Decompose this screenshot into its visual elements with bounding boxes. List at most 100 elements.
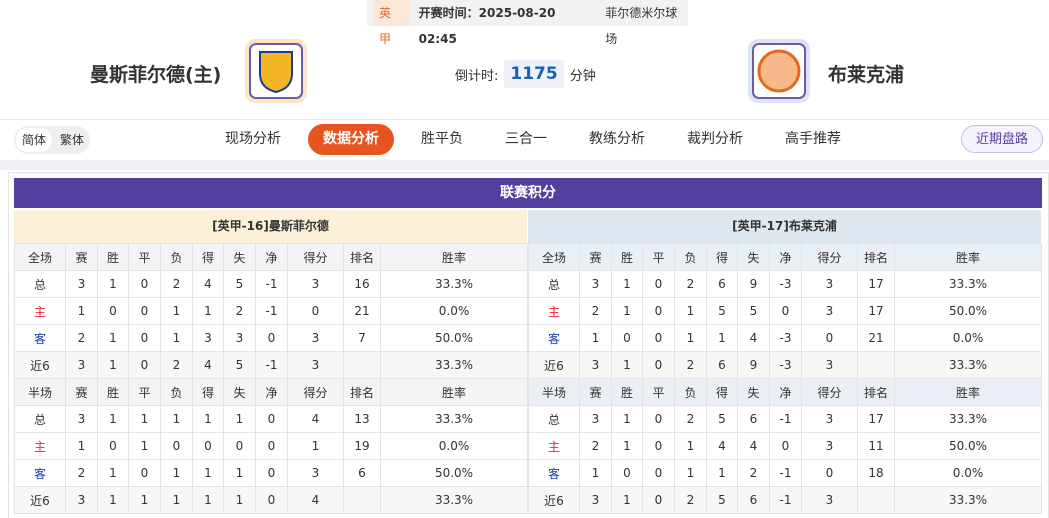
column-header: 负 [674, 243, 707, 271]
column-header: 负 [160, 243, 193, 271]
column-header: 胜率 [380, 378, 528, 406]
cell: 2 [160, 351, 193, 379]
nav-tab[interactable]: 数据分析 [308, 124, 394, 155]
cell: 0 [769, 432, 802, 460]
cell: -1 [255, 297, 288, 325]
cell: 3 [579, 486, 612, 514]
data-row: 总 3 1 0 2 6 9 -3 3 17 33.3% [528, 270, 1042, 298]
data-row: 近6 3 1 1 1 1 1 0 4 33.3% [14, 486, 528, 514]
cell: 3 [579, 351, 612, 379]
cell: 2 [674, 351, 707, 379]
column-header: 得分 [801, 378, 858, 406]
cell: 2 [579, 432, 612, 460]
data-row: 主 1 0 1 0 0 0 0 1 19 0.0% [14, 432, 528, 460]
cell: 1 [160, 324, 193, 352]
cell: 1 [611, 432, 643, 460]
team-header: [英甲-16]曼斯菲尔德 [14, 210, 527, 243]
cell: 1 [192, 405, 224, 433]
cell: 50.0% [894, 297, 1042, 325]
cell: 0 [97, 297, 129, 325]
column-header: 胜 [611, 378, 643, 406]
header-row: 半场赛胜平负得失净得分 排名 胜率 [528, 378, 1042, 406]
cell: 0 [160, 432, 193, 460]
column-header: 排名 [343, 378, 381, 406]
home-team: 曼斯菲尔德(主) [90, 64, 222, 86]
cell: 0 [255, 459, 288, 487]
column-header: 得分 [287, 378, 344, 406]
column-header: 排名 [343, 243, 381, 271]
standings-table: 全场赛胜平负得失净得分 排名 胜率总 3 1 0 2 6 9 -3 3 17 33.3% 主 2 1 0 1 5 5 0… [528, 243, 1042, 514]
cell: 3 [287, 324, 344, 352]
cell: 2 [674, 405, 707, 433]
cell: 33.3% [894, 486, 1042, 514]
cell: 11 [857, 432, 895, 460]
data-row: 客 1 0 0 1 1 4 -3 0 21 0.0% [528, 324, 1042, 352]
countdown: 倒计时: 1175 分钟 [455, 60, 596, 88]
column-header: 得分 [801, 243, 858, 271]
cell: 2 [160, 270, 193, 298]
cell: 2 [579, 297, 612, 325]
cell: 3 [801, 270, 858, 298]
header-row: 全场赛胜平负得失净得分 排名 胜率 [528, 243, 1042, 271]
section-title: 联赛积分 [14, 178, 1042, 208]
nav-tab[interactable]: 高手推荐 [785, 131, 841, 147]
column-header: 胜率 [380, 243, 528, 271]
cell: 33.3% [894, 405, 1042, 433]
column-header: 胜率 [894, 378, 1042, 406]
column-header: 得 [192, 378, 224, 406]
cell: 1 [97, 270, 129, 298]
cell: 0 [642, 432, 675, 460]
cell: 13 [343, 405, 381, 433]
cell: 3 [287, 270, 344, 298]
cell: 3 [801, 432, 858, 460]
separator [0, 160, 1049, 170]
cell: 0 [192, 432, 224, 460]
nav-tab[interactable]: 裁判分析 [687, 131, 743, 147]
cell: 3 [801, 351, 858, 379]
cell: 50.0% [894, 432, 1042, 460]
cell: 5 [706, 486, 738, 514]
cell: 1 [223, 459, 256, 487]
cell: 主 [14, 432, 66, 460]
cell: 0 [642, 270, 675, 298]
cell: 1 [97, 351, 129, 379]
cell: 17 [857, 270, 895, 298]
cell: 客 [528, 459, 580, 487]
away-team: 布莱克浦 [828, 64, 905, 86]
lang-option[interactable]: 简体 [16, 128, 53, 152]
match-info: 英甲 开赛时间：2025-08-20 02:45 菲尔德米尔球场 [367, 0, 688, 46]
nav-tab[interactable]: 现场分析 [225, 131, 281, 147]
cell: -1 [769, 486, 802, 514]
column-header: 胜 [97, 243, 129, 271]
recent-button[interactable]: 近期盘路 [961, 125, 1043, 153]
cell: 0 [801, 324, 858, 352]
column-header: 净 [255, 243, 288, 271]
cell [343, 351, 381, 379]
column-header: 平 [128, 243, 161, 271]
data-row: 主 2 1 0 1 5 5 0 3 17 50.0% [528, 297, 1042, 325]
cell: 17 [857, 297, 895, 325]
data-row: 客 1 0 0 1 1 2 -1 0 18 0.0% [528, 459, 1042, 487]
cell: 33.3% [380, 405, 528, 433]
cell: 1 [192, 297, 224, 325]
cell: 1 [223, 405, 256, 433]
cell: 1 [674, 459, 707, 487]
cell: 1 [160, 405, 193, 433]
nav-tab[interactable]: 教练分析 [589, 131, 645, 147]
cell: 2 [674, 486, 707, 514]
home-logo [245, 39, 307, 103]
lang-option[interactable]: 繁体 [60, 133, 85, 147]
countdown-value: 1175 [504, 60, 564, 88]
cell: 0.0% [380, 297, 528, 325]
cell: 3 [65, 351, 98, 379]
cell: 50.0% [380, 459, 528, 487]
nav-tab[interactable]: 三合一 [505, 131, 547, 147]
nav-tab[interactable]: 胜平负 [421, 131, 463, 147]
countdown-unit: 分钟 [569, 68, 596, 84]
column-header: 得分 [287, 243, 344, 271]
cell: 客 [14, 459, 66, 487]
column-header: 全场 [528, 243, 580, 271]
cell: 0 [611, 459, 643, 487]
team-header: [英甲-17]布莱克浦 [528, 210, 1041, 243]
